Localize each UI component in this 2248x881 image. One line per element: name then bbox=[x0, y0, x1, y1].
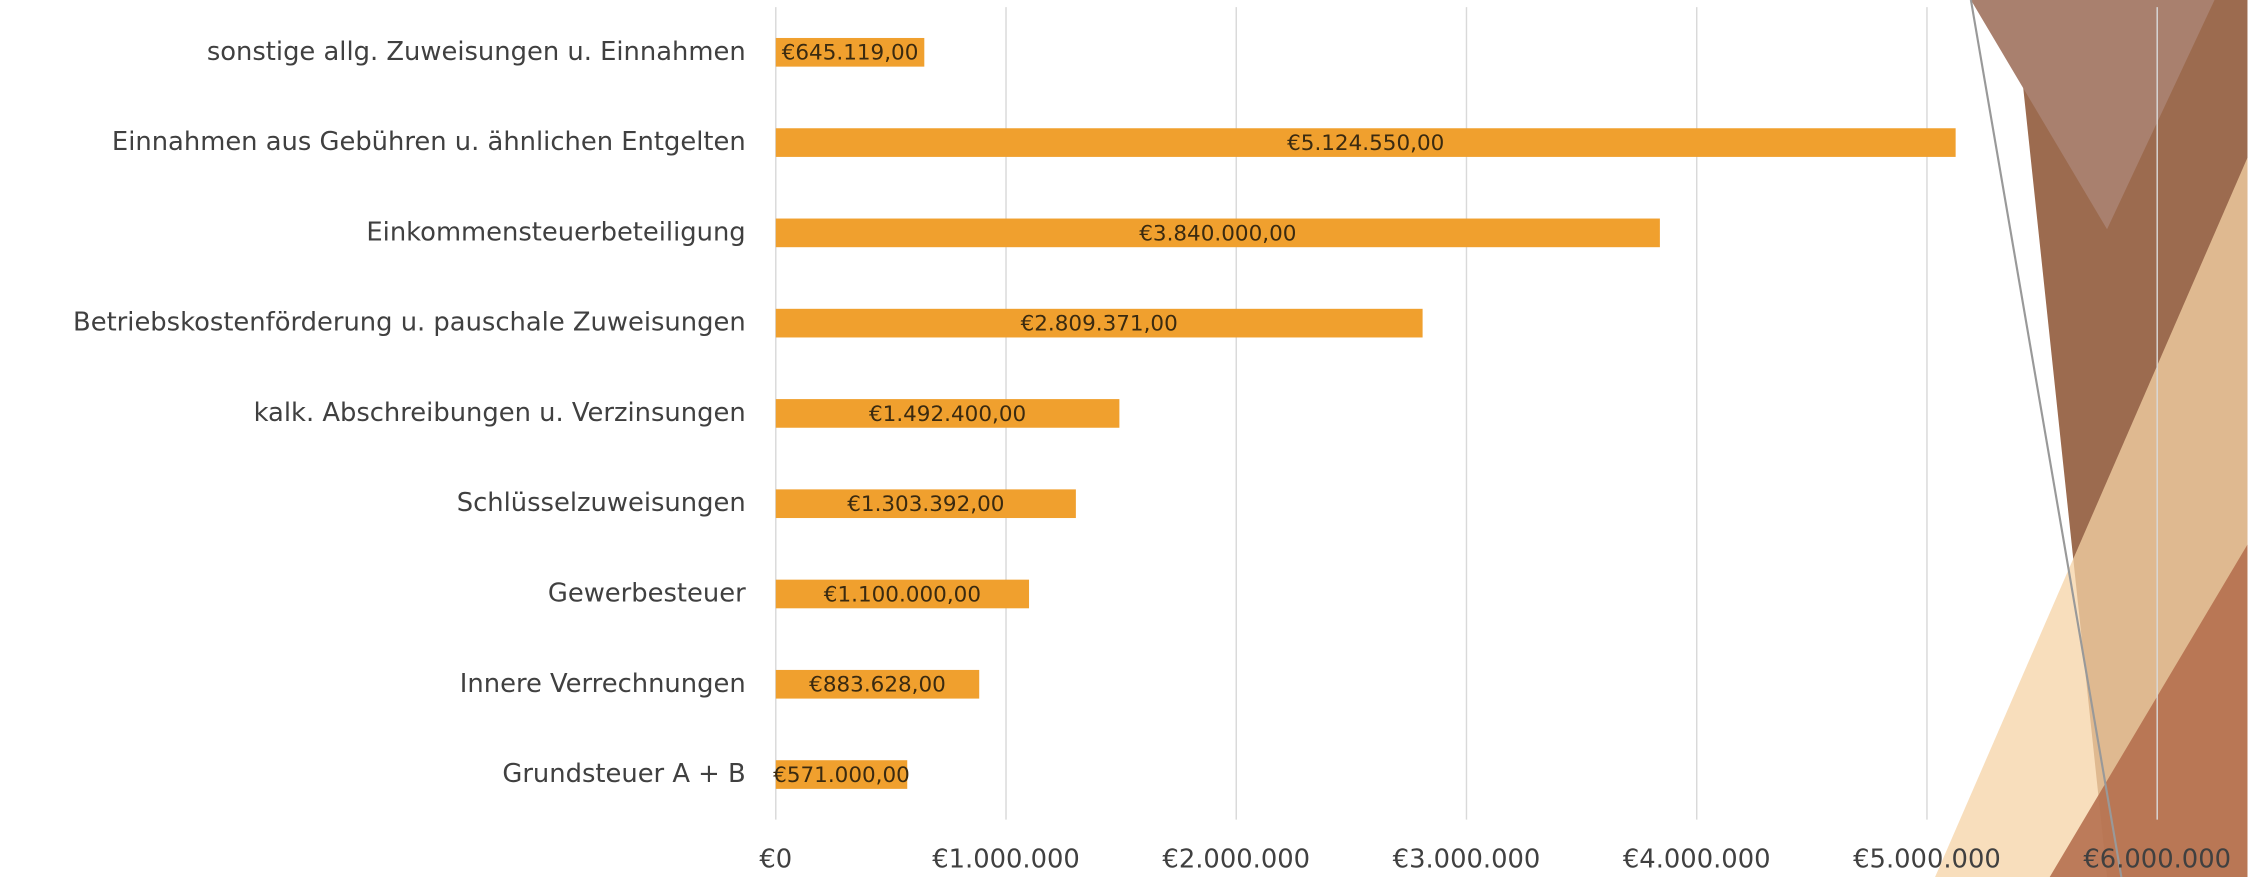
y-tick-label: sonstige allg. Zuweisungen u. Einnahmen bbox=[207, 37, 746, 67]
value-label: €1.100.000,00 bbox=[824, 582, 981, 607]
y-tick-label: Betriebskostenförderung u. pauschale Zuw… bbox=[73, 308, 746, 338]
y-tick-label: Einnahmen aus Gebühren u. ähnlichen Entg… bbox=[112, 127, 746, 157]
x-tick-label: €0 bbox=[759, 844, 792, 874]
x-tick-label: €1.000.000 bbox=[932, 844, 1080, 874]
decoration bbox=[1935, 0, 2247, 877]
value-label: €3.840.000,00 bbox=[1139, 221, 1296, 246]
x-tick-label: €4.000.000 bbox=[1623, 844, 1771, 874]
value-label: €571.000,00 bbox=[773, 763, 910, 788]
y-tick-label: Gewerbesteuer bbox=[548, 578, 746, 608]
y-tick-label: Schlüsselzuweisungen bbox=[457, 488, 746, 518]
x-tick-label: €2.000.000 bbox=[1162, 844, 1310, 874]
x-tick-label: €3.000.000 bbox=[1393, 844, 1541, 874]
y-tick-label: Innere Verrechnungen bbox=[460, 669, 746, 699]
value-label: €2.809.371,00 bbox=[1021, 312, 1178, 337]
value-label: €1.492.400,00 bbox=[869, 402, 1026, 427]
y-tick-label: Einkommensteuerbeteiligung bbox=[366, 217, 745, 247]
x-tick-label: €6.000.000 bbox=[2083, 844, 2231, 874]
value-label: €883.628,00 bbox=[809, 673, 946, 698]
y-tick-label: Grundsteuer A + B bbox=[502, 759, 745, 789]
chart: €0 €1.000.000 €2.000.000 €3.000.000 €4.000.0… bbox=[0, 0, 2248, 877]
value-label: €5.124.550,00 bbox=[1287, 131, 1444, 156]
value-label: €645.119,00 bbox=[782, 41, 919, 66]
y-tick-label: kalk. Abschreibungen u. Verzinsungen bbox=[254, 398, 746, 428]
plot: €0 €1.000.000 €2.000.000 €3.000.000 €4.000.0… bbox=[73, 7, 2231, 874]
value-label: €1.303.392,00 bbox=[847, 492, 1004, 517]
x-tick-label: €5.000.000 bbox=[1853, 844, 2001, 874]
